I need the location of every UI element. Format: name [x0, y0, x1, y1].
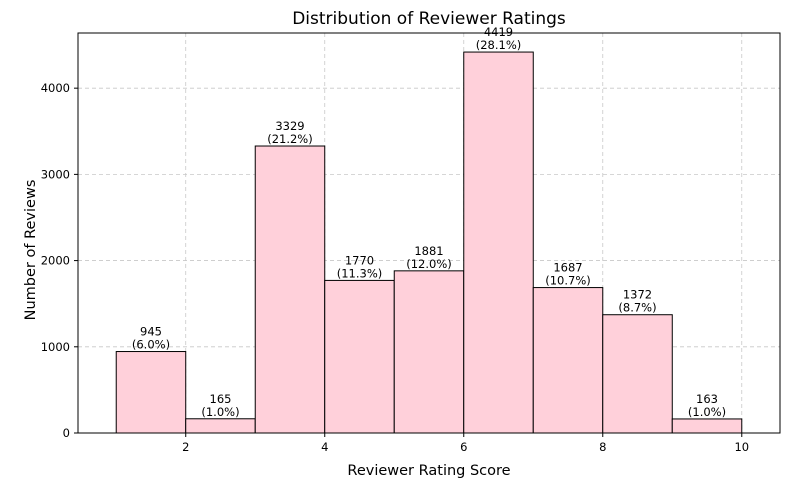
- bar-count-label: 165: [210, 392, 232, 406]
- histogram-bar: [532, 287, 604, 434]
- bar-count-label: 1687: [553, 261, 582, 275]
- y-axis-label: Number of Reviews: [23, 180, 39, 321]
- y-tick-label: 4000: [41, 81, 70, 95]
- x-tick-label: 4: [321, 440, 328, 454]
- bar-percent-label: (21.2%): [267, 132, 313, 146]
- histogram-bar: [115, 351, 187, 434]
- bar-percent-label: (1.0%): [688, 405, 726, 419]
- bar-percent-label: (6.0%): [132, 338, 170, 352]
- bar-percent-label: (11.3%): [337, 266, 383, 280]
- histogram-bar: [254, 145, 326, 434]
- bar-count-label: 945: [140, 325, 162, 339]
- x-tick-label: 8: [599, 440, 606, 454]
- bar-percent-label: (12.0%): [406, 257, 452, 271]
- bar-count-label: 1372: [623, 288, 652, 302]
- histogram-bar: [185, 418, 256, 434]
- chart-title: Distribution of Reviewer Ratings: [292, 9, 566, 29]
- histogram-bar: [324, 279, 395, 434]
- x-tick-label: 10: [734, 440, 749, 454]
- histogram-bar: [393, 270, 465, 434]
- y-tick-label: 0: [63, 426, 70, 440]
- histogram-bar: [602, 314, 673, 434]
- y-tick-label: 1000: [41, 340, 70, 354]
- bar-count-label: 4419: [484, 25, 513, 39]
- bar-percent-label: (28.1%): [476, 38, 522, 52]
- bar-labels-layer: 945(6.0%)165(1.0%)3329(21.2%)1770(11.3%)…: [132, 25, 726, 419]
- x-tick-label: 2: [182, 440, 189, 454]
- bar-count-label: 1770: [345, 253, 374, 267]
- bar-count-label: 1881: [414, 244, 443, 258]
- bar-percent-label: (1.0%): [201, 405, 239, 419]
- plot-frame: [77, 32, 781, 434]
- bar-count-label: 3329: [275, 119, 304, 133]
- x-tick-label: 6: [460, 440, 467, 454]
- x-axis-label: Reviewer Rating Score: [347, 463, 510, 479]
- y-tick-label: 3000: [41, 167, 70, 181]
- bars-layer: [115, 51, 743, 434]
- bar-count-label: 163: [696, 392, 718, 406]
- ticks-layer: 2 4 6 8 10 0 1000 2000 3000 4000: [41, 81, 749, 454]
- bar-percent-label: (10.7%): [545, 274, 591, 288]
- bar-percent-label: (8.7%): [618, 301, 656, 315]
- histogram-bar: [671, 418, 743, 434]
- histogram-bar: [463, 51, 534, 434]
- y-tick-label: 2000: [41, 254, 70, 268]
